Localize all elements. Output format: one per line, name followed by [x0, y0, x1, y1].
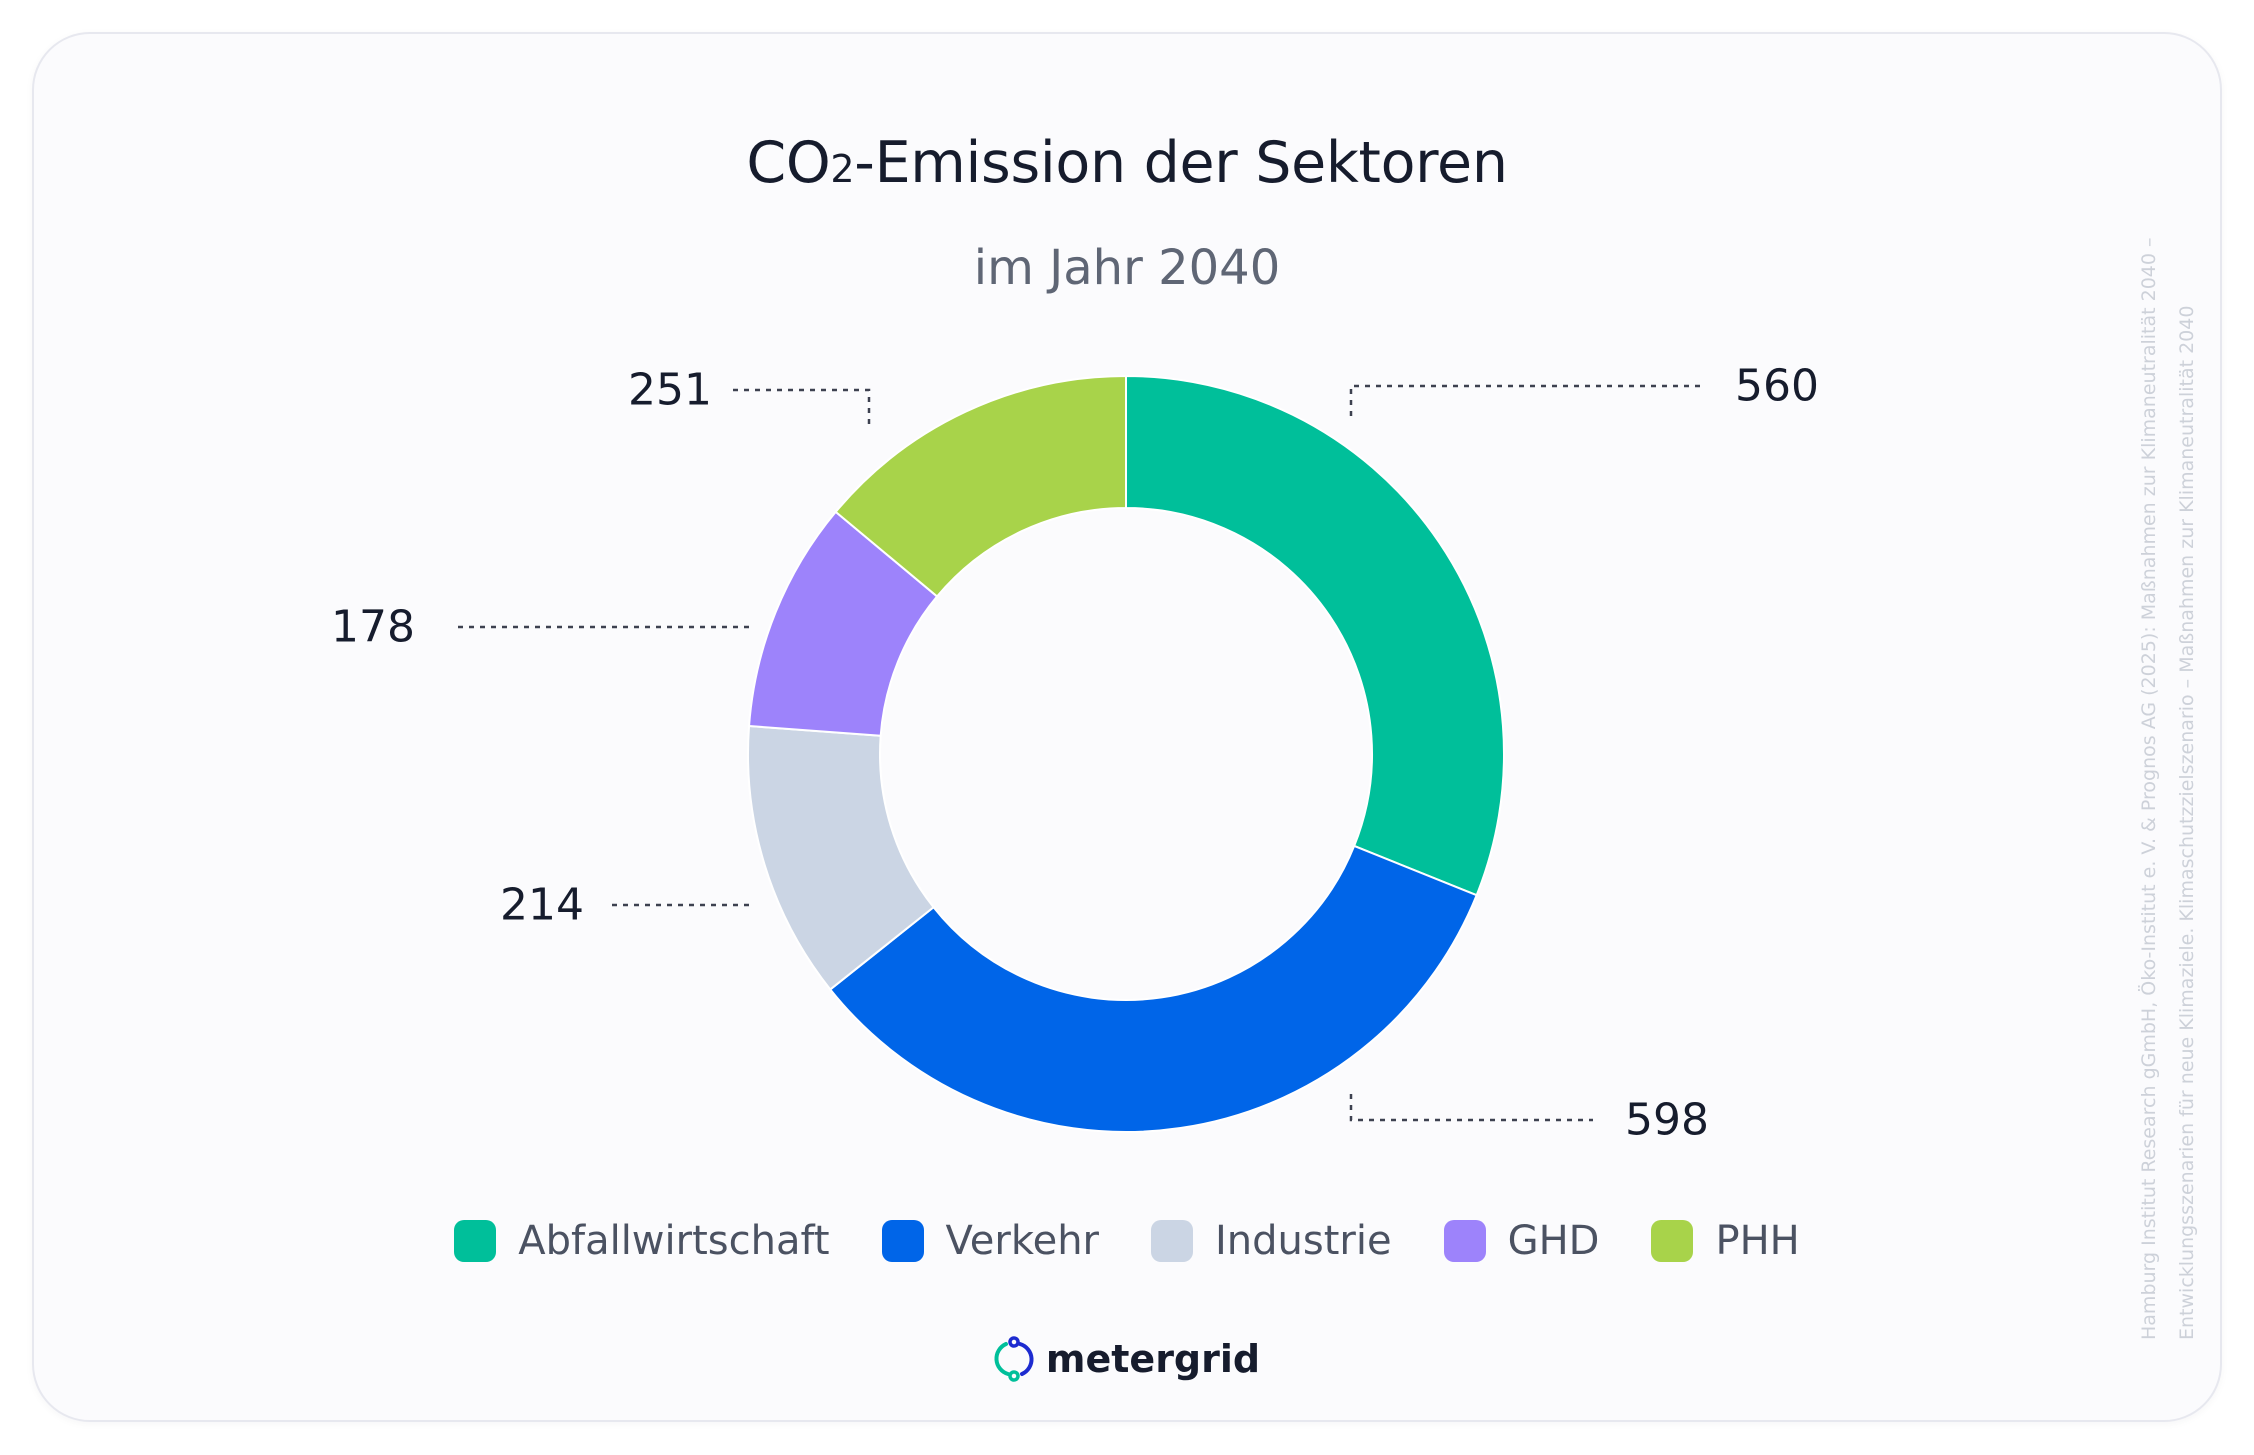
chart-subtitle: im Jahr 2040	[973, 240, 1281, 296]
slice-abfallwirtschaft[interactable]	[1125, 374, 1506, 897]
leader-line-abfallwirtschaft	[1349, 384, 1700, 416]
legend-item-phh[interactable]: PHH	[1651, 1218, 1800, 1264]
leader-line-phh	[732, 388, 871, 424]
title-subscript: 2	[830, 147, 855, 191]
value-label-ghd: 178	[331, 602, 415, 653]
chart-legend: Abfallwirtschaft Verkehr Industrie GHD P…	[0, 1218, 2254, 1264]
chart-card	[32, 32, 2222, 1422]
value-label-industrie: 214	[500, 880, 584, 931]
chart-title: CO2-Emission der Sektoren	[746, 130, 1508, 196]
legend-swatch-phh	[1651, 1220, 1694, 1262]
legend-item-industrie[interactable]: Industrie	[1151, 1218, 1392, 1264]
legend-label-abfallwirtschaft: Abfallwirtschaft	[518, 1218, 830, 1264]
source-line-2: Entwicklungsszenarien für neue Klimaziel…	[2176, 305, 2198, 1340]
legend-swatch-ghd	[1443, 1220, 1486, 1262]
legend-item-ghd[interactable]: GHD	[1443, 1218, 1600, 1264]
metergrid-logo-icon	[994, 1336, 1034, 1382]
brand-name: metergrid	[1045, 1337, 1261, 1381]
legend-swatch-abfallwirtschaft	[454, 1220, 497, 1262]
value-label-phh: 251	[628, 365, 712, 416]
legend-swatch-verkehr	[881, 1220, 924, 1262]
legend-item-abfallwirtschaft[interactable]: Abfallwirtschaft	[454, 1218, 830, 1264]
source-note: Hamburg Institut Research gGmbH, Öko-Ins…	[2130, 120, 2206, 1340]
value-label-abfallwirtschaft: 560	[1735, 361, 1819, 412]
slice-phh[interactable]	[834, 374, 1127, 598]
slice-verkehr[interactable]	[828, 844, 1478, 1133]
source-line-1: Hamburg Institut Research gGmbH, Öko-Ins…	[2138, 237, 2160, 1340]
legend-swatch-industrie	[1151, 1220, 1193, 1262]
legend-label-ghd: GHD	[1507, 1218, 1600, 1264]
value-label-verkehr: 598	[1625, 1095, 1709, 1146]
legend-item-verkehr[interactable]: Verkehr	[881, 1218, 1099, 1264]
brand-footer: metergrid	[0, 1336, 2254, 1382]
legend-label-verkehr: Verkehr	[945, 1218, 1099, 1264]
leader-line-verkehr	[1349, 1094, 1593, 1122]
legend-label-phh: PHH	[1715, 1218, 1800, 1264]
legend-label-industrie: Industrie	[1215, 1218, 1392, 1264]
